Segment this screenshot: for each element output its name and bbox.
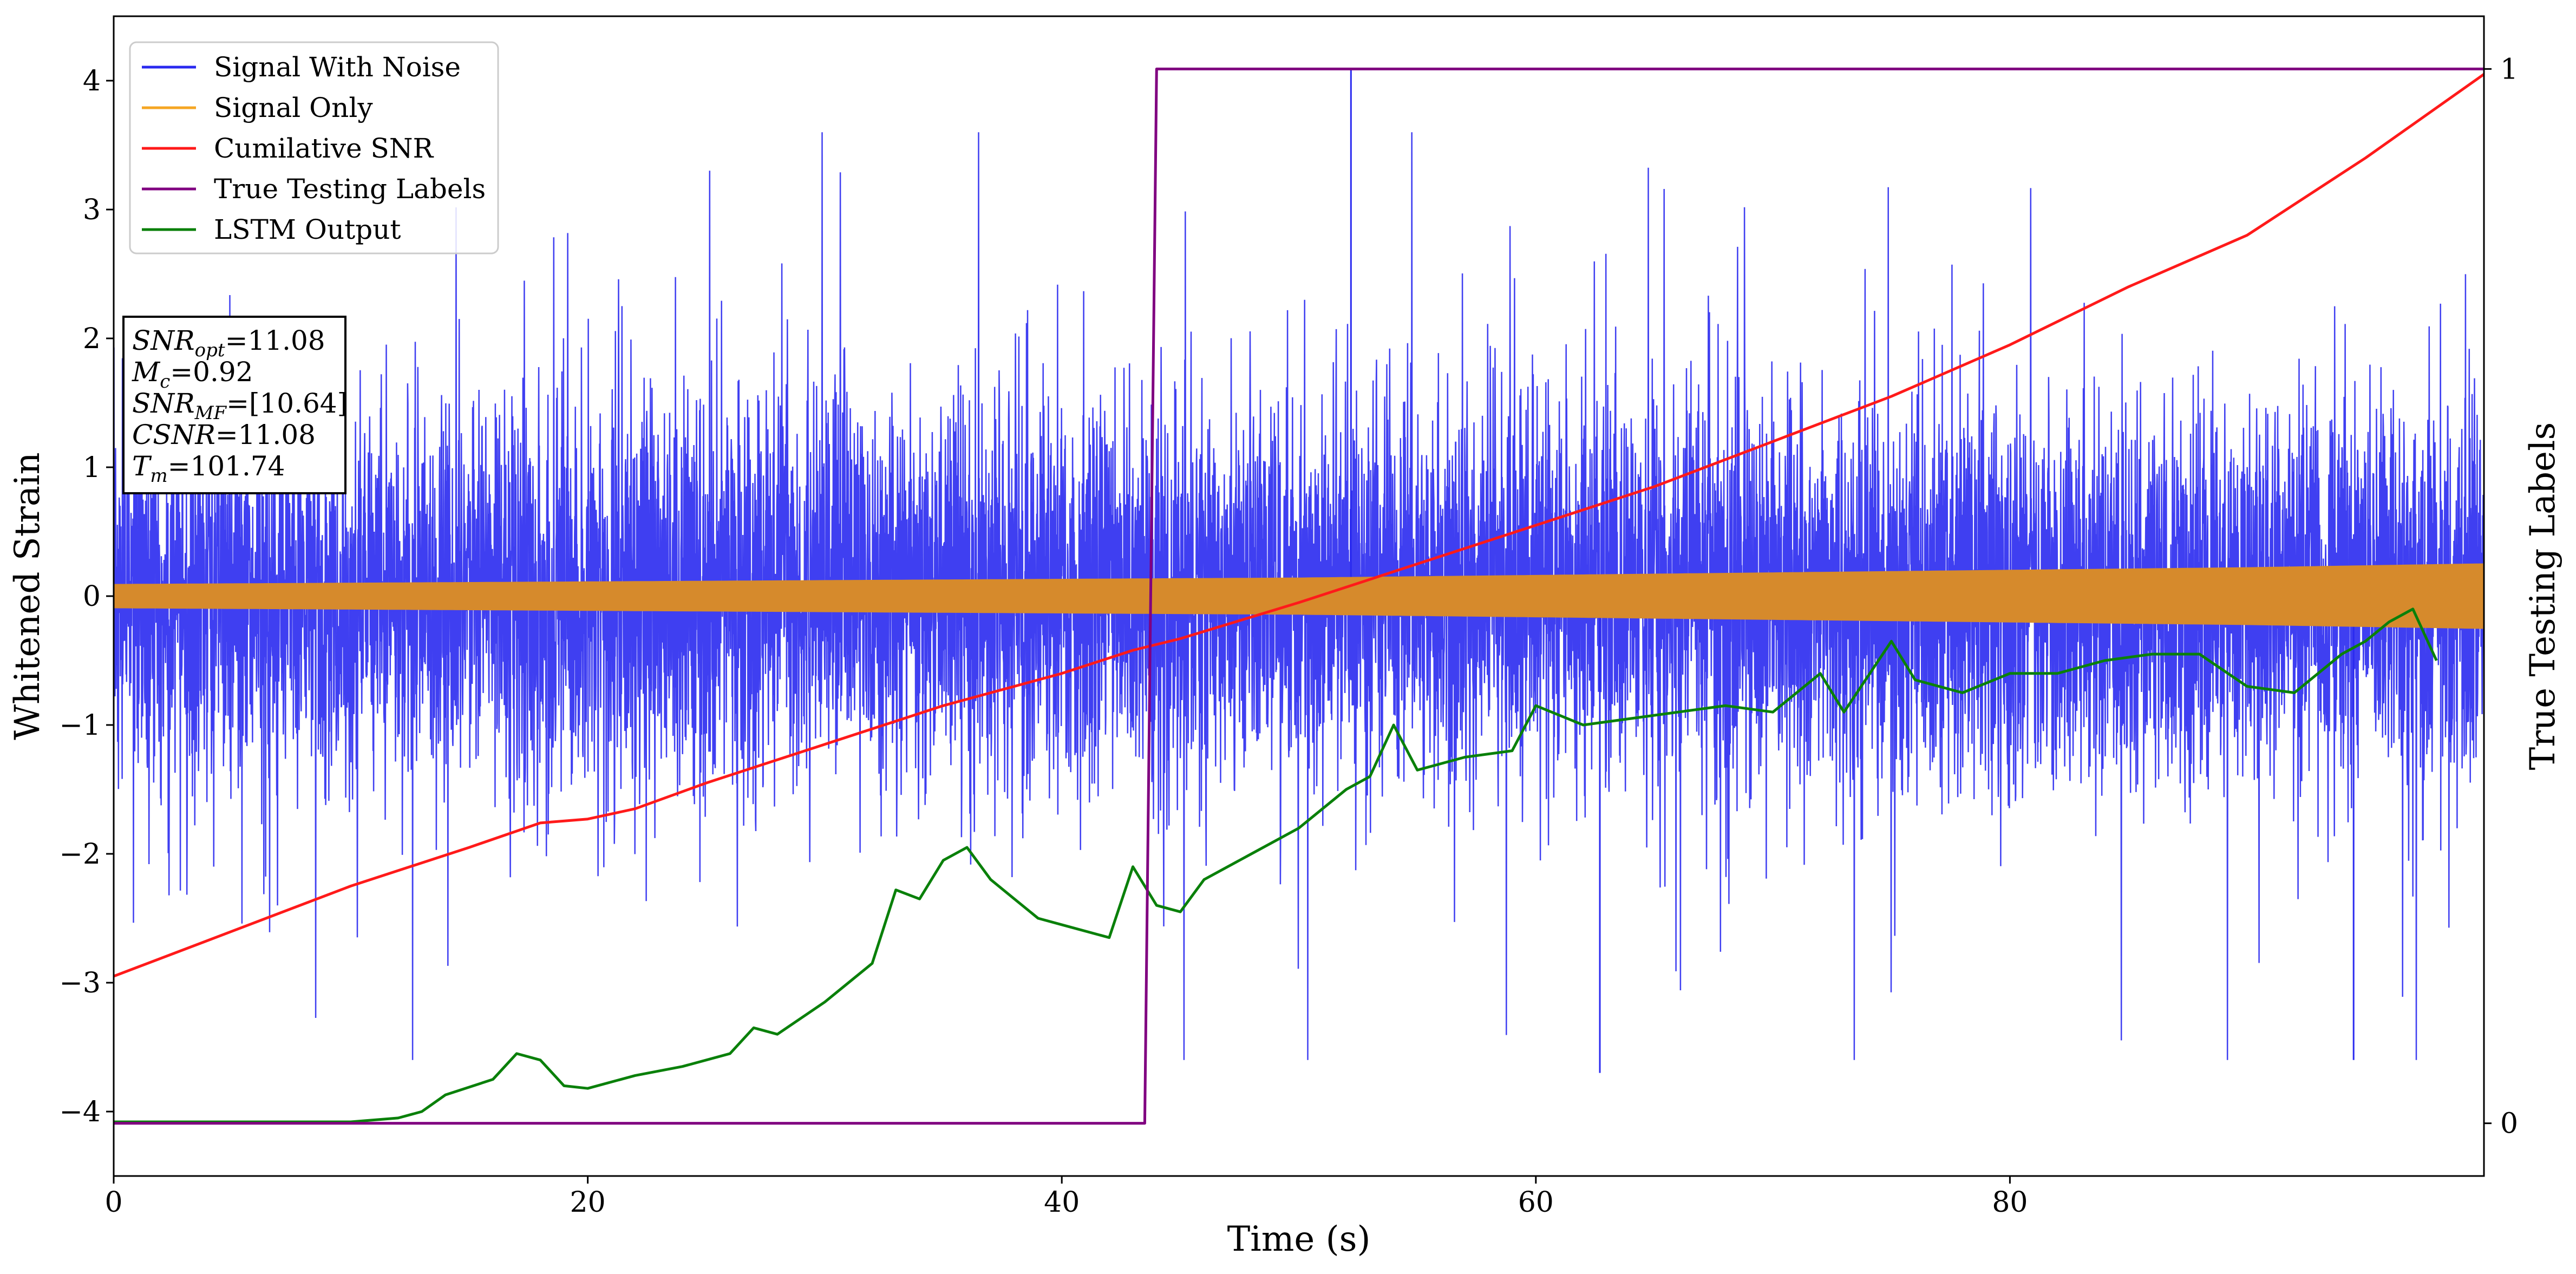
lstm-output-line — [114, 607, 2438, 1123]
legend-label: LSTM Output — [214, 214, 401, 245]
annotation-subscript: MF — [194, 402, 227, 424]
annotation-subscript: opt — [195, 339, 225, 361]
annotation-value: =11.08 — [215, 419, 316, 450]
series-layer — [114, 67, 2484, 1125]
annotation-value: =[10.64] — [226, 388, 348, 419]
annotation-value: =11.08 — [225, 325, 325, 356]
annotation-value: =0.92 — [170, 356, 253, 388]
y2-tick-label: 1 — [2500, 53, 2518, 86]
legend-label: True Testing Labels — [214, 173, 486, 205]
y-tick-label: 2 — [83, 323, 101, 355]
true-testing-labels-line — [114, 67, 2484, 1125]
annotation-frame — [122, 316, 346, 494]
y-tick-label: 3 — [83, 194, 101, 226]
x-tick-label: 0 — [104, 1186, 122, 1219]
annotation-subscript: m — [150, 465, 167, 487]
annotation-line: Tm=101.74 — [132, 450, 285, 487]
annotation-line: Mc=0.92 — [132, 356, 253, 393]
legend-label: Cumilative SNR — [214, 133, 434, 164]
legend: Signal With Noise Signal Only Cumilative S… — [129, 41, 499, 254]
x-tick-label: 20 — [570, 1186, 606, 1219]
y-tick-label: −3 — [59, 967, 101, 999]
cumulative-snr-line — [114, 73, 2484, 978]
annotation-value: =101.74 — [168, 450, 285, 482]
y-tick-label: −1 — [59, 709, 101, 742]
legend-box — [129, 41, 499, 254]
annotation-symbol: CSNR — [132, 419, 215, 450]
annotation-symbol: M — [132, 356, 161, 388]
annotation-line: CSNR=11.08 — [132, 419, 316, 450]
annotation-line: SNRopt=11.08 — [132, 325, 325, 361]
annotation-symbol: T — [132, 450, 152, 482]
y-axis: −4 −3 −2 −1 0 1 2 3 4 — [59, 65, 114, 1128]
annotation-box: SNRopt=11.08Mc=0.92SNRMF=[10.64]CSNR=11.… — [122, 316, 348, 494]
annotation-subscript: c — [160, 371, 170, 393]
x-tick-label: 60 — [1518, 1186, 1554, 1219]
annotation-symbol: SNR — [132, 325, 195, 356]
signal-with-noise-line — [114, 132, 2484, 1060]
y2-axis-label: True Testing Labels — [2523, 422, 2563, 770]
y-tick-label: −2 — [59, 838, 101, 871]
signal-only-band — [114, 563, 2484, 629]
y-tick-label: 4 — [83, 65, 101, 97]
y-tick-label: 1 — [83, 452, 101, 484]
x-axis-label: Time (s) — [1227, 1219, 1371, 1259]
legend-label: Signal With Noise — [214, 51, 461, 83]
y-tick-label: 0 — [83, 580, 101, 613]
annotation-symbol: SNR — [132, 388, 195, 419]
x-tick-label: 80 — [1992, 1186, 2028, 1219]
y-tick-label: −4 — [59, 1096, 101, 1128]
legend-label: Signal Only — [214, 92, 373, 123]
x-tick-label: 40 — [1044, 1186, 1080, 1219]
y2-tick-label: 0 — [2500, 1108, 2518, 1140]
y2-axis: 01 — [2484, 53, 2518, 1140]
x-axis: 0 20 40 60 80 — [104, 1176, 2028, 1219]
y-axis-label: Whitened Strain — [8, 452, 48, 740]
annotation-line: SNRMF=[10.64] — [132, 388, 348, 424]
